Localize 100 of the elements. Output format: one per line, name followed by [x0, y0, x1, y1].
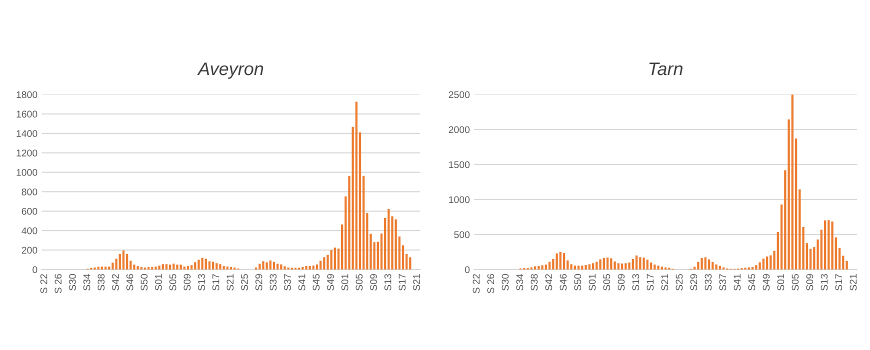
x-tick-label: S33	[704, 274, 712, 291]
bar	[762, 258, 765, 270]
bar	[323, 257, 326, 270]
x-tick-label: S37	[719, 274, 726, 291]
bar	[577, 266, 580, 270]
bar	[316, 264, 318, 270]
x-tick-label: S05	[356, 274, 363, 291]
chart-title: Aveyron	[197, 62, 264, 79]
bar	[559, 252, 562, 270]
x-tick-label: S37	[284, 274, 291, 291]
bar	[712, 262, 714, 270]
y-tick-label: 200	[22, 246, 38, 254]
x-tick-label: S30	[502, 274, 509, 291]
bar	[122, 250, 125, 270]
bar	[112, 262, 114, 270]
bar	[574, 266, 576, 270]
x-tick-label: S46	[560, 274, 567, 291]
bar	[276, 264, 279, 270]
bar	[700, 258, 703, 270]
x-tick-label: S38	[98, 274, 105, 291]
bar	[226, 266, 228, 270]
bar	[541, 265, 544, 270]
bar	[828, 220, 830, 270]
bar	[172, 264, 175, 270]
x-tick-label: S01	[588, 274, 596, 291]
bar	[194, 262, 196, 270]
x-tick-label: S29	[690, 274, 698, 291]
bar	[108, 266, 110, 270]
bar	[791, 94, 794, 270]
x-tick-label: S41	[734, 274, 741, 291]
bar	[355, 102, 358, 270]
bar	[704, 257, 707, 270]
bar	[394, 219, 397, 270]
bar	[606, 258, 609, 270]
x-tick-label: S45	[748, 274, 756, 291]
bar	[272, 262, 276, 270]
x-tick-label: S21	[661, 274, 668, 291]
x-tick-label: S45	[312, 274, 320, 291]
bar	[584, 264, 587, 270]
x-tick-label: S17	[835, 274, 842, 291]
x-tick-label: S 26	[54, 274, 62, 294]
x-tick-label: S09	[806, 274, 814, 291]
bar	[758, 262, 761, 270]
y-tick-label: 1200	[16, 150, 38, 156]
bar	[266, 262, 268, 270]
bar	[198, 260, 200, 270]
x-tick-label: S25	[676, 274, 683, 291]
bar	[642, 258, 645, 270]
bar	[592, 263, 594, 270]
bar	[708, 259, 710, 270]
bar	[660, 266, 664, 270]
bar	[657, 266, 660, 270]
y-tick-label: 2000	[448, 126, 470, 134]
bar	[216, 263, 218, 270]
x-tick-label: S49	[762, 274, 770, 291]
bar	[280, 264, 282, 270]
bar	[632, 259, 634, 270]
x-tick-label: S05	[169, 274, 176, 291]
x-tick-label: S42	[545, 274, 552, 291]
bar	[581, 266, 584, 270]
bar	[824, 220, 826, 270]
bar	[755, 265, 758, 270]
y-tick-label: 1600	[16, 110, 38, 118]
bar	[320, 260, 322, 270]
x-tick-label: S33	[270, 274, 277, 291]
y-tick-label: 1000	[16, 169, 38, 176]
bar	[624, 263, 627, 270]
bar	[562, 253, 566, 270]
bar	[133, 264, 136, 270]
bar	[284, 266, 286, 270]
x-tick-label: S42	[112, 274, 119, 291]
bar	[262, 261, 264, 270]
bar	[650, 262, 652, 270]
bar	[190, 265, 193, 270]
bar	[165, 264, 168, 270]
bar	[183, 266, 186, 270]
bar	[258, 264, 261, 270]
x-tick-label: S 26	[487, 274, 494, 294]
bar	[158, 266, 160, 270]
bar	[548, 262, 551, 270]
bar	[269, 260, 272, 270]
bar	[388, 209, 390, 270]
chart-title: Tarn	[649, 62, 682, 76]
bar	[766, 256, 768, 270]
y-tick-label: 0	[32, 266, 38, 274]
bar	[588, 264, 591, 270]
bar	[614, 261, 616, 270]
y-tick-label: 1000	[449, 196, 470, 204]
bar	[602, 258, 606, 270]
x-tick-label: S17	[646, 274, 654, 291]
bar	[302, 266, 304, 270]
bar	[204, 258, 207, 270]
y-tick-label: 1400	[16, 130, 38, 138]
bar	[312, 266, 314, 270]
x-tick-label: S50	[140, 274, 148, 291]
y-tick-label: 1500	[449, 161, 470, 168]
x-tick-label: S17	[398, 274, 406, 291]
bar	[126, 254, 128, 270]
x-tick-label: S13	[384, 274, 392, 291]
bar	[620, 264, 624, 270]
